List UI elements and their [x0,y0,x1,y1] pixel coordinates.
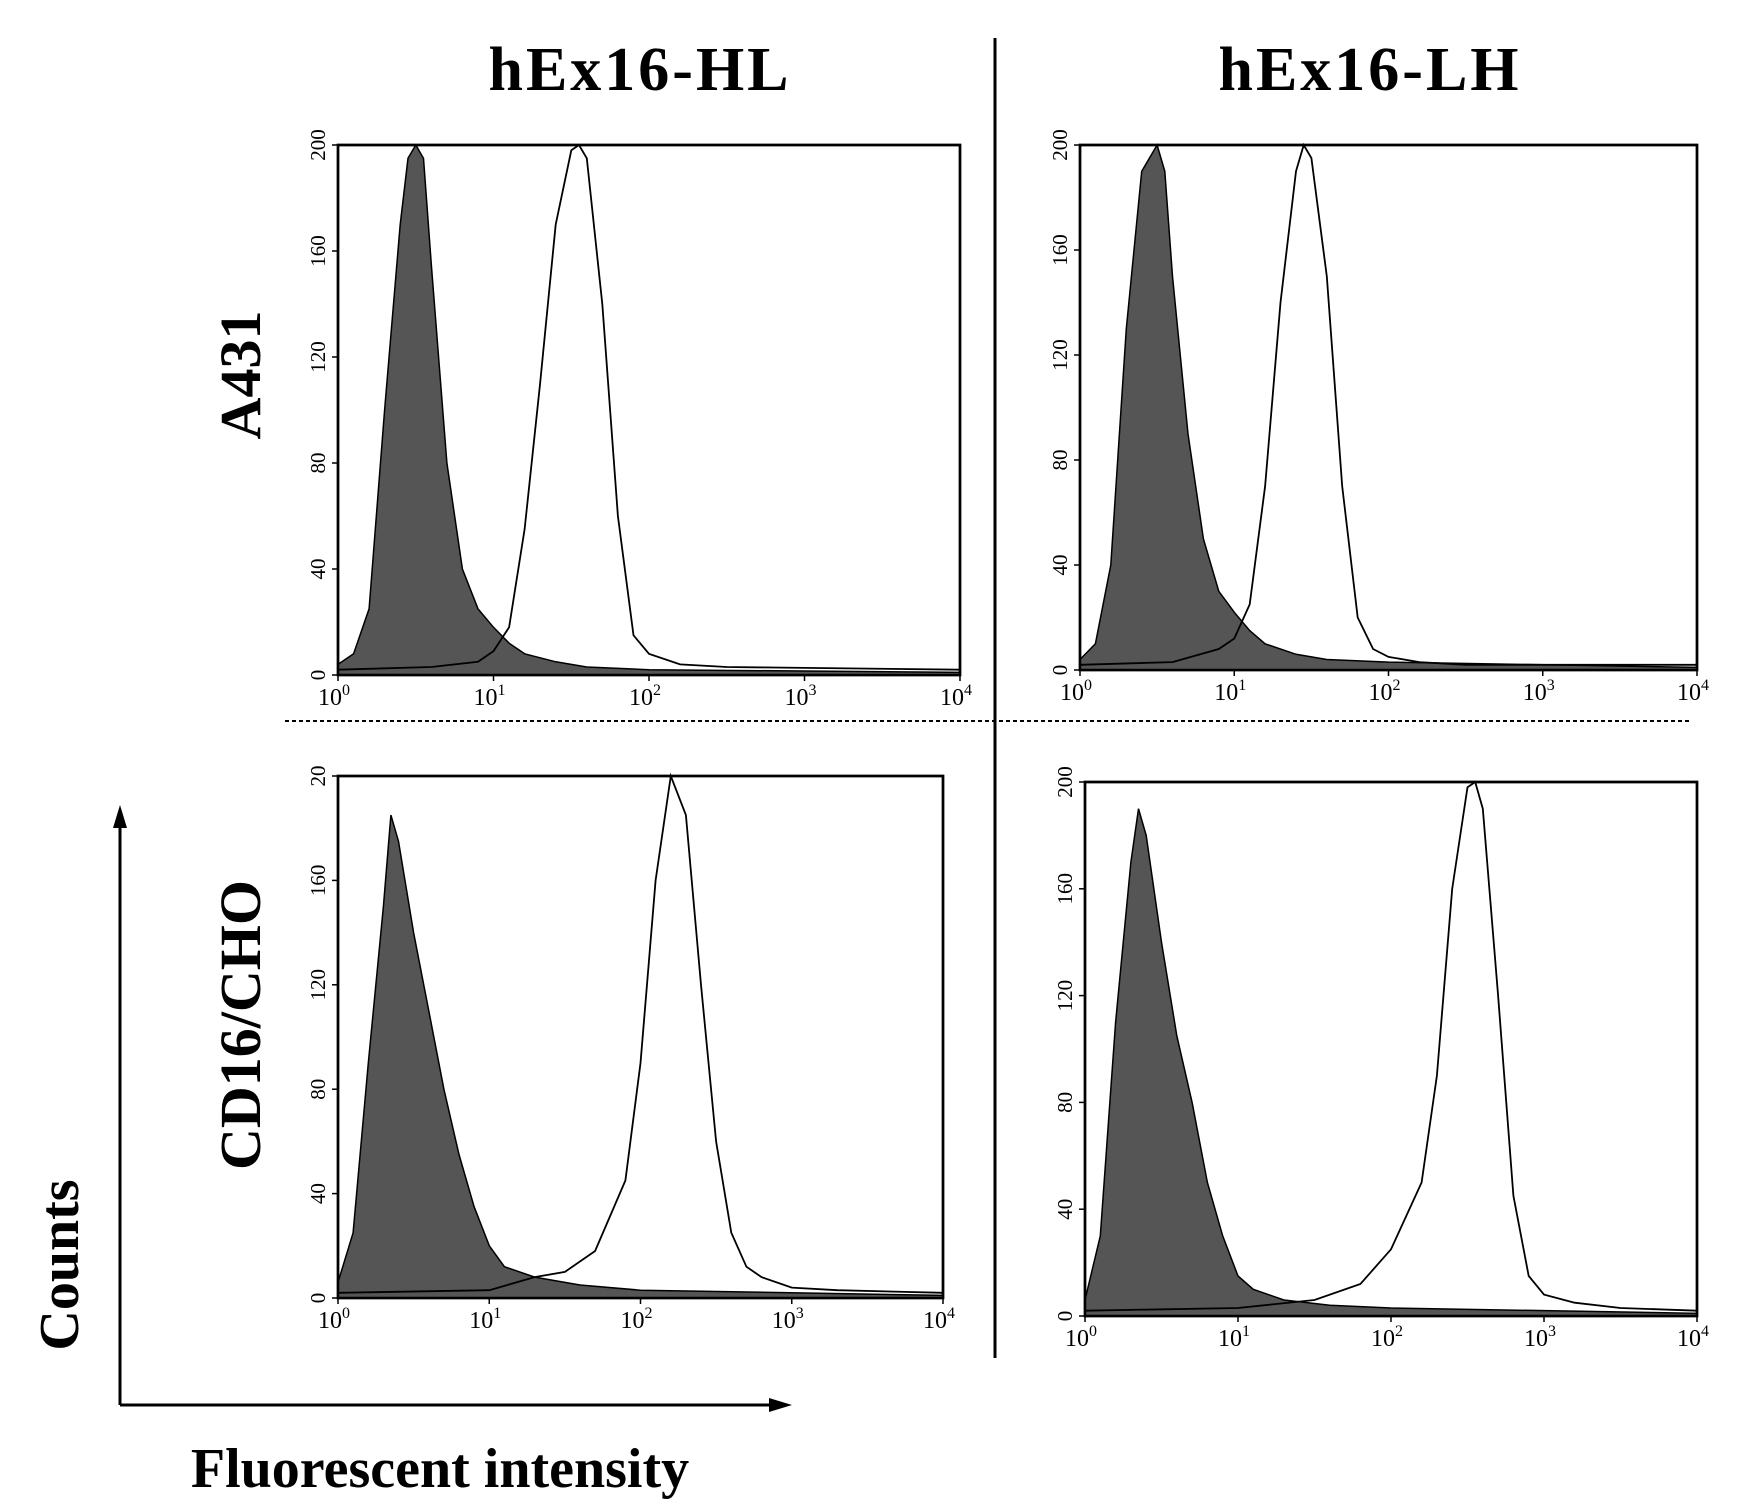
x-tick-label: 102 [1369,677,1401,706]
x-tick-label: 102 [621,1305,653,1334]
x-tick-label: 101 [474,682,506,711]
y-tick-label: 0 [1048,665,1072,676]
x-tick-label: 102 [629,682,661,711]
panel-lh-cd16: 0 40 80 120 160 200 100 101 102 103 104 [1053,766,1709,1352]
y-tick-label: 120 [306,969,330,1001]
y-tick-label: 160 [306,865,330,897]
x-tick-label: 104 [923,1305,955,1334]
y-tick-label: 200 [306,129,330,161]
histogram-control [337,143,961,676]
counts-axis-title: Counts [29,1179,91,1350]
y-tick-label: 40 [306,1183,330,1204]
y-tick-label: 0 [1053,1311,1077,1322]
y-tick-label: 160 [1053,873,1077,905]
y-tick-label: 0 [306,1293,330,1304]
histogram-antibody [1084,780,1698,1312]
x-tick-label: 103 [1524,1323,1556,1352]
x-tick-label: 100 [1065,1323,1097,1352]
x-tick-label: 100 [318,1305,350,1334]
x-tick-label: 100 [1060,677,1092,706]
y-tick-label: 160 [306,235,330,267]
y-tick-label: 120 [1053,980,1077,1012]
y-tick-label: 40 [1053,1199,1077,1220]
x-tick-label: 103 [785,682,817,711]
panel-hl-a431: 0 40 80 120 160 200 100 101 102 103 104 [306,129,972,711]
x-tick-label: 100 [318,682,350,711]
x-tick-label: 104 [1677,1323,1709,1352]
y-tick-label: 40 [306,559,330,580]
row-label-a431: A431 [208,311,273,440]
histogram-control [1084,808,1698,1317]
y-tick-label: 80 [306,453,330,474]
x-tick-label: 103 [772,1305,804,1334]
panel-hl-cd16: 0 40 80 120 160 20 100 101 102 103 104 [306,766,955,1335]
y-tick-label: 200 [1053,766,1077,798]
y-tick-label: 20 [306,766,330,787]
x-tick-label: 104 [940,682,972,711]
column-title-hl: hEx16-HL [488,36,791,104]
y-tick-label: 80 [1048,450,1072,471]
x-tick-label: 101 [469,1305,501,1334]
y-tick-label: 160 [1048,234,1072,266]
x-tick-label: 103 [1523,677,1555,706]
row-label-cd16-cho: CD16/CHO [208,880,273,1170]
x-tick-label: 102 [1371,1323,1403,1352]
histogram-antibody [337,772,944,1294]
intensity-axis-arrow [120,1398,792,1412]
y-tick-label: 0 [306,670,330,681]
x-tick-label: 104 [1677,677,1709,706]
intensity-axis-title: Fluorescent intensity [191,1438,689,1499]
histogram-control [337,814,944,1299]
panel-lh-a431: 0 40 80 120 160 200 100 101 102 103 104 [1048,129,1709,706]
counts-axis-arrow [113,805,127,1405]
histogram-antibody [1079,142,1697,666]
histogram-antibody [337,143,961,671]
x-tick-label: 101 [1218,1323,1250,1352]
y-tick-label: 80 [1053,1092,1077,1113]
y-tick-label: 200 [1048,129,1072,161]
y-tick-label: 120 [1048,339,1072,371]
y-tick-label: 80 [306,1079,330,1100]
column-title-lh: hEx16-LH [1218,36,1521,104]
x-tick-label: 101 [1214,677,1246,706]
y-tick-label: 120 [306,341,330,373]
y-tick-label: 40 [1048,555,1072,576]
